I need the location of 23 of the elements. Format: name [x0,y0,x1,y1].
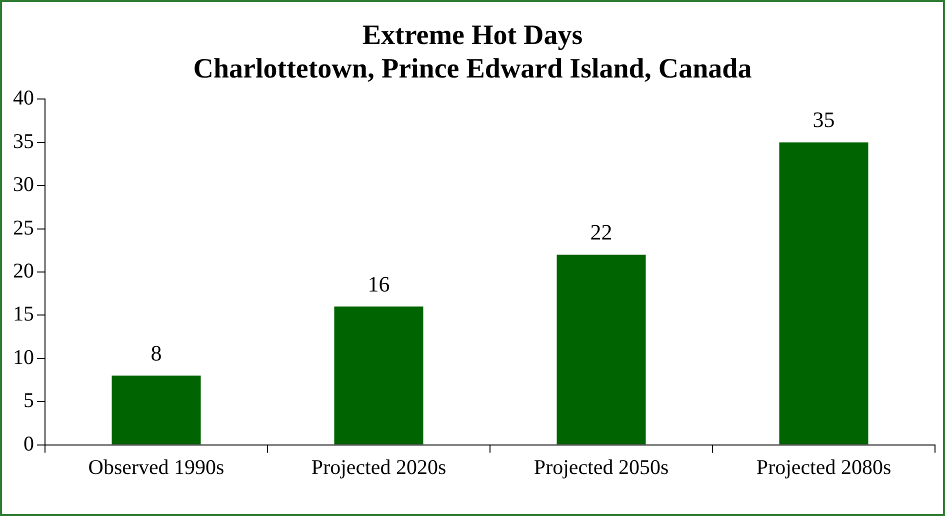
y-tick-label: 25 [13,215,34,240]
x-tick-label: Projected 2020s [311,454,446,479]
bar [556,254,646,444]
data-label: 35 [812,107,835,132]
y-tick-label: 10 [13,344,34,369]
y-tick-label: 20 [13,258,34,283]
x-tick-label: Projected 2080s [756,454,892,479]
bar [112,376,201,444]
y-tick-label: 0 [24,431,34,456]
chart-subtitle: Charlottetown, Prince Edward Island, Canada [193,54,752,85]
data-label: 8 [150,340,162,366]
y-tick-label: 30 [13,172,34,196]
y-tick-label: 15 [13,302,34,326]
bar [334,306,424,444]
bar [779,142,868,444]
data-label: 22 [590,220,612,244]
x-tick-label: Observed 1990s [88,454,224,479]
y-tick-label: 5 [24,388,34,412]
data-label: 16 [368,271,390,296]
chart-title: Extreme Hot Days [362,20,583,52]
y-tick-label: 40 [13,86,34,110]
x-tick-label: Projected 2050s [534,454,669,479]
y-tick-label: 35 [13,128,34,153]
